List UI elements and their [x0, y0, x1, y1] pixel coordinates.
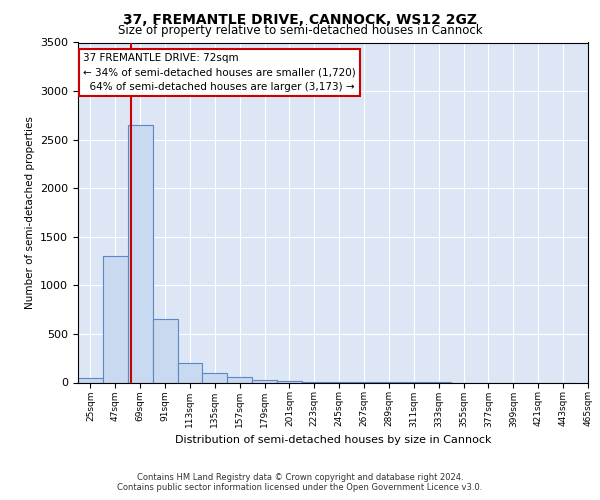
Bar: [252, 380, 277, 382]
Bar: [202, 373, 227, 382]
X-axis label: Distribution of semi-detached houses by size in Cannock: Distribution of semi-detached houses by …: [175, 435, 491, 445]
Bar: [103, 256, 128, 382]
Text: Contains HM Land Registry data © Crown copyright and database right 2024.
Contai: Contains HM Land Registry data © Crown c…: [118, 473, 482, 492]
Text: 37, FREMANTLE DRIVE, CANNOCK, WS12 2GZ: 37, FREMANTLE DRIVE, CANNOCK, WS12 2GZ: [123, 12, 477, 26]
Bar: [227, 376, 252, 382]
Bar: [178, 363, 202, 382]
Bar: [128, 125, 152, 382]
Y-axis label: Number of semi-detached properties: Number of semi-detached properties: [25, 116, 35, 309]
Bar: [277, 381, 302, 382]
Text: Size of property relative to semi-detached houses in Cannock: Size of property relative to semi-detach…: [118, 24, 482, 37]
Bar: [152, 320, 178, 382]
Bar: [78, 378, 103, 382]
Text: 37 FREMANTLE DRIVE: 72sqm
← 34% of semi-detached houses are smaller (1,720)
  64: 37 FREMANTLE DRIVE: 72sqm ← 34% of semi-…: [83, 52, 356, 92]
